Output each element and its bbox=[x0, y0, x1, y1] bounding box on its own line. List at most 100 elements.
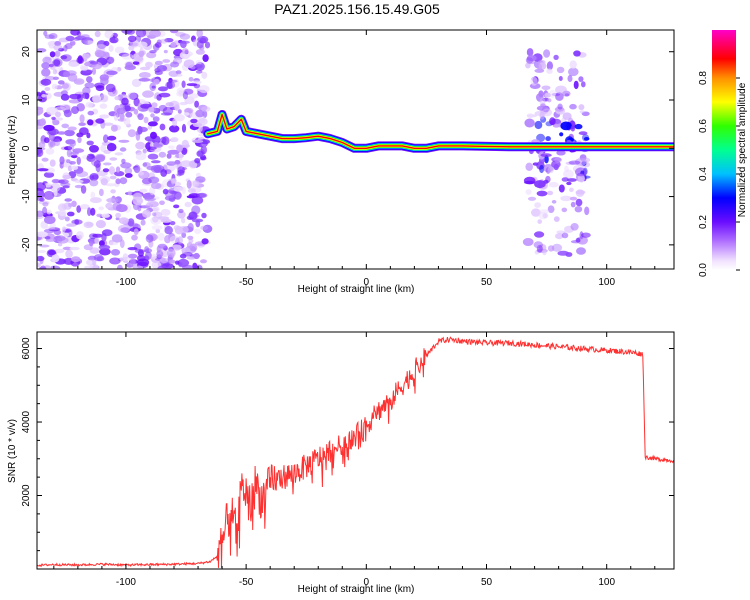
spectrogram-noise-blob bbox=[110, 189, 116, 194]
colorbar-tick-label: 0.6 bbox=[698, 119, 709, 133]
spectrogram-noise-blob bbox=[200, 259, 207, 264]
spectrogram-noise-blob bbox=[133, 108, 139, 115]
spectrogram-noise-blob bbox=[81, 92, 90, 99]
spectrogram-noise-blob bbox=[89, 263, 99, 269]
spectrogram-noise-blob bbox=[116, 107, 126, 115]
spectrogram-noise-blob bbox=[551, 92, 561, 97]
spectrogram-noise-blob bbox=[577, 236, 588, 245]
spectrogram-noise-blob bbox=[95, 154, 106, 162]
spectrogram-noise-blob bbox=[57, 80, 65, 85]
spectrogram-noise-blob bbox=[44, 92, 52, 100]
spectrogram-noise-blob bbox=[127, 129, 136, 138]
spectrogram-noise-blob bbox=[44, 87, 51, 91]
spectrogram-noise-blob bbox=[61, 123, 69, 129]
spectrogram-noise-blob bbox=[544, 155, 549, 164]
spectrogram-noise-blob bbox=[62, 83, 69, 89]
spectrogram-noise-blob bbox=[201, 238, 209, 245]
spectrogram-noise-blob bbox=[553, 163, 559, 171]
spectrogram-noise-blob bbox=[169, 125, 180, 133]
spectrogram-noise-blob bbox=[188, 211, 198, 220]
spectrogram-noise-blob bbox=[157, 243, 167, 249]
spectrogram-noise-blob bbox=[540, 153, 552, 158]
spectrogram-noise-blob bbox=[124, 167, 133, 175]
spectrogram-noise-blob bbox=[191, 196, 204, 205]
spectrogram-noise-blob bbox=[77, 136, 82, 144]
spectrogram-noise-blob bbox=[202, 224, 213, 233]
spectrogram-noise-blob bbox=[109, 166, 115, 175]
spectrogram-noise-blob bbox=[67, 165, 73, 172]
spectrogram-noise-blob bbox=[78, 122, 86, 126]
spectrogram-noise-blob bbox=[556, 150, 566, 156]
spectrogram-noise-blob bbox=[119, 239, 125, 249]
figure-title: PAZ1.2025.156.15.49.G05 bbox=[274, 1, 440, 17]
spectrogram-noise-blob bbox=[578, 76, 584, 82]
spectrogram-noise-blob bbox=[127, 190, 132, 196]
spectrogram-noise-blob bbox=[89, 145, 99, 153]
spectrogram-noise-blob bbox=[98, 244, 111, 250]
spectrogram-noise-blob bbox=[65, 35, 75, 42]
spectrogram-noise-blob bbox=[166, 161, 177, 166]
spectrogram-noise-blob bbox=[86, 140, 94, 146]
spectrogram-noise-blob bbox=[119, 177, 128, 185]
spectrogram-noise-blob bbox=[59, 156, 65, 165]
spectrogram-noise-blob bbox=[181, 232, 187, 238]
spectrogram-noise-blob bbox=[42, 202, 49, 207]
spectrogram-noise-blob bbox=[44, 183, 52, 188]
spectrogram-noise-blob bbox=[156, 65, 168, 72]
spectrogram-noise-blob bbox=[194, 64, 203, 69]
spectrogram-ytick-label: 10 bbox=[21, 94, 32, 106]
spectrogram-noise-blob bbox=[191, 218, 204, 223]
spectrogram-noise-blob bbox=[183, 112, 190, 116]
spectrogram-noise-blob bbox=[42, 206, 48, 215]
snr-ylabel: SNR (10 * v/v) bbox=[7, 419, 18, 483]
spectrogram-noise-blob bbox=[131, 234, 138, 241]
spectrogram-noise-blob bbox=[91, 67, 97, 75]
spectrogram-noise-blob bbox=[177, 210, 186, 219]
spectrogram-noise-blob bbox=[548, 181, 559, 188]
spectrogram-noise-blob bbox=[69, 161, 76, 165]
spectrogram-noise-blob bbox=[115, 166, 121, 173]
spectrogram-noise-blob bbox=[111, 234, 123, 243]
spectrogram-noise-blob bbox=[569, 187, 574, 192]
spectrogram-noise-blob bbox=[144, 246, 150, 253]
spectrogram-noise-blob bbox=[118, 217, 129, 225]
spectrogram-noise-blob bbox=[163, 49, 168, 54]
spectrogram-noise-blob bbox=[567, 178, 577, 182]
spectrogram-noise-blob bbox=[142, 90, 154, 98]
spectrogram-noise-blob bbox=[57, 203, 67, 212]
spectrogram-noise-blob bbox=[146, 233, 158, 241]
spectrogram-noise-blob bbox=[118, 52, 130, 57]
spectrogram-ytick-label: 0 bbox=[21, 145, 32, 151]
spectrogram-noise-blob bbox=[133, 228, 139, 235]
spectrogram-noise-blob bbox=[169, 259, 176, 264]
spectrogram-noise-blob bbox=[154, 60, 163, 66]
spectrogram-noise-blob bbox=[570, 201, 576, 208]
spectrogram-noise-blob bbox=[110, 249, 121, 256]
spectrogram-noise-blob bbox=[137, 258, 150, 267]
spectrogram-noise-blob bbox=[63, 71, 71, 78]
spectrogram-noise-blob bbox=[543, 164, 554, 173]
spectrogram-noise-blob bbox=[160, 208, 171, 216]
spectrogram-noise-blob bbox=[63, 45, 68, 52]
spectrogram-noise-blob bbox=[170, 30, 179, 34]
spectrogram-noise-blob bbox=[44, 34, 55, 39]
spectrogram-noise-blob bbox=[51, 116, 56, 120]
spectrogram-noise-blob bbox=[174, 159, 181, 165]
spectrogram-noise-blob bbox=[179, 253, 187, 259]
spectrogram-noise-blob bbox=[92, 233, 104, 238]
spectrogram-noise-blob bbox=[570, 223, 579, 231]
spectrogram-noise-blob bbox=[86, 132, 91, 139]
spectrogram-noise-blob bbox=[134, 249, 146, 254]
spectrogram-noise-blob bbox=[555, 233, 564, 240]
spectrogram-noise-blob bbox=[578, 104, 585, 111]
spectrogram-noise-blob bbox=[175, 70, 182, 75]
spectrogram-noise-blob bbox=[68, 202, 73, 208]
colorbar-tick-label: 0.4 bbox=[698, 167, 709, 181]
spectrogram-noise-blob bbox=[80, 66, 89, 71]
spectrogram-noise-blob bbox=[534, 120, 543, 130]
spectrogram-noise-blob bbox=[157, 232, 165, 241]
spectrogram-noise-blob bbox=[100, 178, 108, 186]
spectrogram-noise-blob bbox=[200, 225, 209, 231]
spectrogram-noise-blob bbox=[50, 182, 61, 192]
spectrogram-noise-blob bbox=[135, 152, 147, 161]
